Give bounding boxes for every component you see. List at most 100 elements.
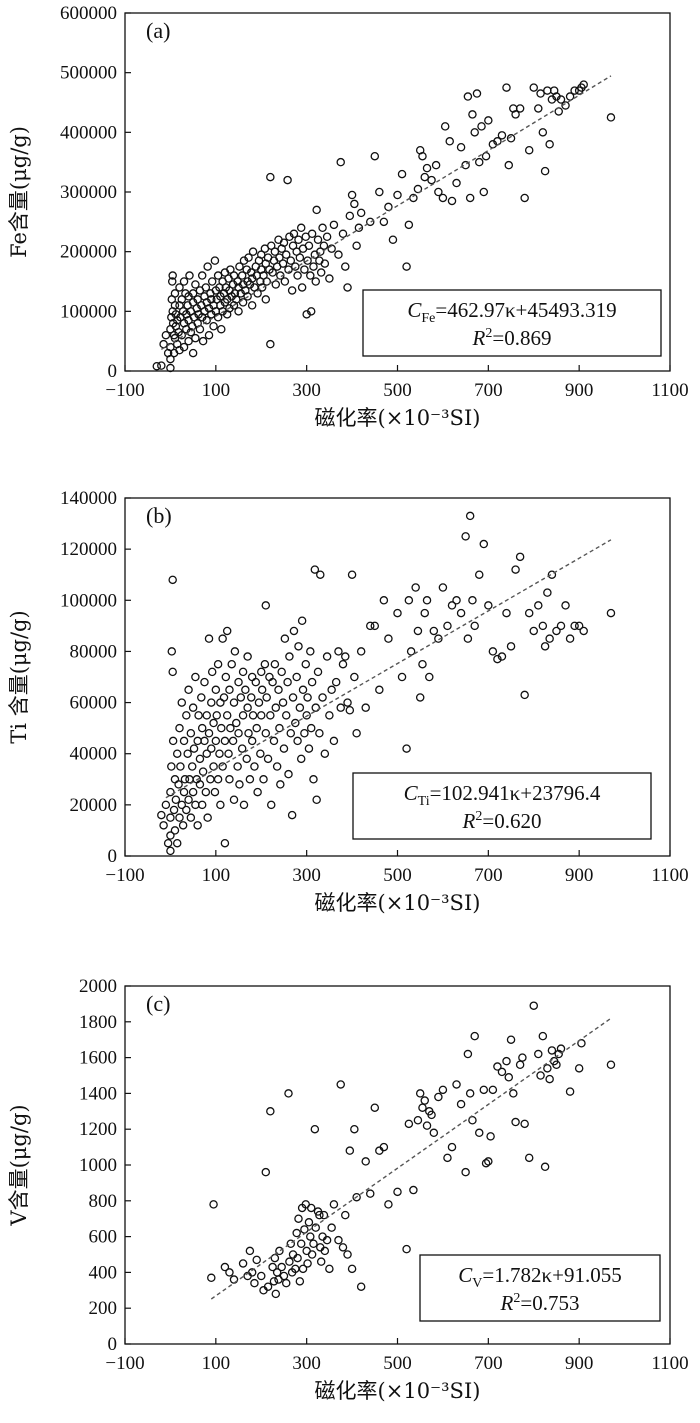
data-point (422, 1121, 432, 1130)
data-point (296, 223, 306, 233)
data-point (170, 826, 180, 835)
data-point (210, 787, 220, 797)
data-point (166, 787, 175, 797)
data-point (431, 160, 441, 170)
data-point (338, 659, 348, 669)
data-point (338, 1243, 348, 1252)
equation-var: C (407, 298, 422, 322)
data-point (404, 596, 414, 605)
x-tick-label: 1100 (651, 1353, 688, 1374)
data-point (298, 1264, 308, 1274)
data-point (445, 137, 454, 146)
y-tick-label: 300000 (60, 182, 117, 203)
data-point (352, 1192, 361, 1202)
data-point (474, 157, 484, 167)
data-point (161, 330, 171, 340)
data-point (347, 570, 357, 579)
data-point (185, 271, 194, 280)
data-point (300, 729, 309, 738)
data-point (207, 277, 217, 286)
data-point (461, 160, 470, 170)
data-point (536, 1071, 545, 1080)
data-point (306, 723, 316, 733)
equation-var: C (458, 1263, 473, 1287)
data-point (201, 787, 211, 797)
x-tick-label: 100 (202, 865, 231, 886)
data-point (179, 277, 189, 286)
data-point (325, 711, 334, 720)
data-point (334, 647, 343, 656)
data-point (238, 1259, 248, 1268)
data-point (320, 1246, 330, 1256)
y-tick-label: 100000 (60, 301, 117, 322)
data-point (213, 775, 223, 784)
data-point (427, 1110, 436, 1120)
data-point (175, 283, 184, 292)
x-tick-label: 700 (474, 865, 503, 886)
data-point (280, 277, 290, 286)
data-point (244, 729, 253, 738)
data-point (241, 685, 250, 695)
data-point (520, 690, 529, 700)
data-point (334, 1235, 343, 1245)
data-point (425, 672, 434, 682)
data-point (456, 142, 466, 152)
data-point (497, 131, 507, 140)
data-point (236, 693, 246, 702)
data-point (220, 736, 230, 746)
y-tick-label: 0 (108, 361, 118, 382)
data-point (304, 241, 314, 250)
data-point (166, 354, 175, 364)
data-point (168, 667, 177, 677)
r2-superscript: 2 (475, 809, 482, 824)
y-tick-label: 60000 (70, 693, 118, 714)
data-point (440, 122, 450, 131)
data-point (209, 1200, 218, 1209)
data-point (234, 729, 243, 738)
data-point (271, 280, 281, 289)
data-point (285, 1257, 294, 1266)
data-point (279, 1271, 289, 1281)
data-point (211, 685, 221, 695)
data-point (538, 1031, 548, 1041)
data-point (552, 626, 561, 636)
data-point (177, 295, 187, 304)
data-point (322, 232, 332, 241)
data-point (415, 1089, 425, 1098)
data-point (545, 1074, 554, 1084)
data-point (229, 1275, 239, 1284)
y-tick-label: 1200 (79, 1119, 117, 1140)
chart-panel-b: −100 100 300 500 700 900 1100 0 20000 40000 60000 8… (7, 488, 689, 915)
data-point (157, 810, 166, 820)
x-tick-label: −100 (105, 865, 144, 886)
data-point (235, 262, 244, 271)
data-point (452, 178, 461, 188)
data-point (318, 223, 327, 233)
data-point (243, 652, 252, 661)
data-point (554, 1049, 563, 1059)
data-point (197, 800, 207, 810)
data-point (309, 1239, 318, 1249)
data-point (393, 608, 402, 618)
data-point (168, 736, 178, 746)
x-tick-label: −100 (105, 380, 144, 401)
equation-var: C (404, 781, 419, 805)
data-point (177, 800, 187, 810)
data-point (545, 140, 554, 149)
data-point (297, 283, 307, 292)
data-point (175, 813, 184, 822)
data-point (188, 703, 198, 712)
data-point (295, 703, 305, 712)
data-point (294, 1214, 303, 1223)
data-point (365, 1189, 375, 1198)
y-tick-label: 400000 (60, 122, 117, 143)
data-point (327, 685, 336, 695)
data-point (247, 672, 257, 682)
data-point (384, 1200, 393, 1209)
data-point (261, 295, 271, 304)
data-point (220, 838, 230, 848)
data-point (266, 800, 276, 810)
data-point (211, 736, 221, 746)
data-point (193, 736, 202, 746)
data-point (420, 608, 429, 618)
